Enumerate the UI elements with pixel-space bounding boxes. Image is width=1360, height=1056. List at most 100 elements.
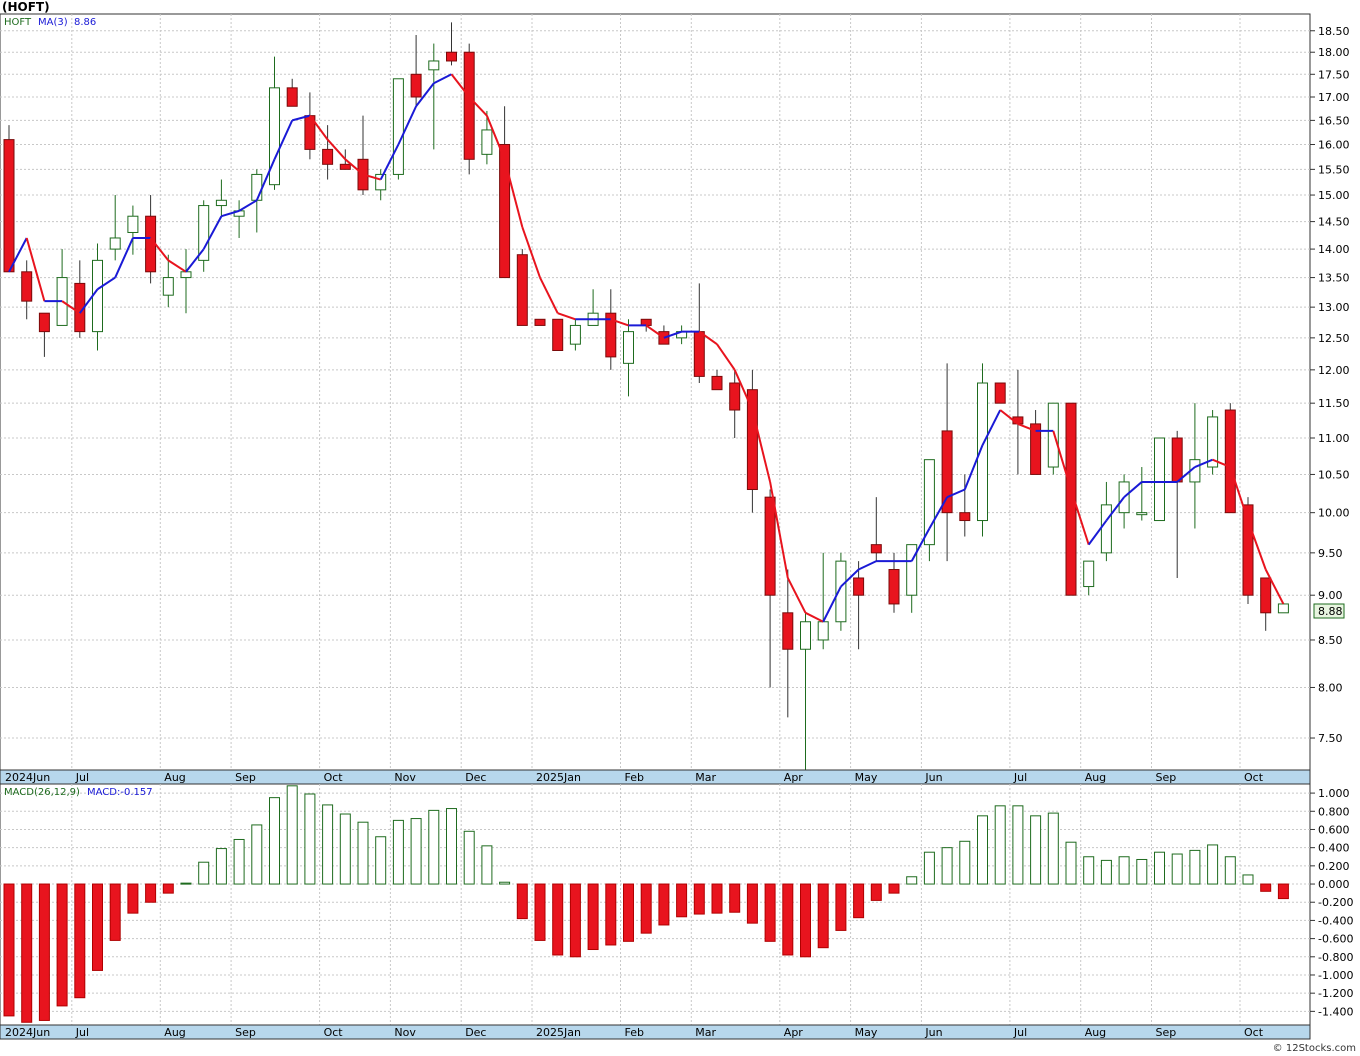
macd-bar (1171, 853, 1183, 885)
month-label: Aug (1085, 1026, 1106, 1039)
macd-tick-label: -0.200 (1318, 896, 1353, 909)
candle (870, 497, 882, 562)
macd-bar (56, 883, 68, 1007)
macd-bar (782, 883, 794, 956)
macd-bar (162, 883, 174, 894)
ma-segment (928, 496, 948, 529)
candle (623, 319, 634, 397)
macd-bar (977, 815, 988, 885)
ma-segment (78, 288, 99, 314)
price-tick-label: 18.00 (1318, 46, 1350, 59)
candle (463, 43, 475, 175)
macd-bar (1189, 849, 1201, 885)
ma-segment (25, 237, 46, 302)
candle (481, 110, 493, 165)
macd-bar (959, 840, 971, 885)
ma-segment (1087, 519, 1108, 546)
candle (746, 369, 758, 513)
month-label: Sep (235, 771, 256, 784)
ma-segment (291, 114, 311, 122)
price-tick-label: 8.00 (1318, 681, 1343, 694)
candle-body (764, 496, 776, 596)
macd-bar (198, 861, 210, 885)
candle (1207, 410, 1219, 475)
ma-segment (344, 158, 364, 176)
ma-segment (557, 312, 576, 321)
candle-body (21, 271, 33, 302)
macd-tick-label: -0.600 (1318, 933, 1353, 946)
macd-bar (888, 883, 900, 894)
candle-body (1065, 402, 1077, 596)
macd-bar (21, 883, 33, 1023)
month-label: 2024Jun (5, 771, 50, 784)
candle-body (127, 215, 139, 233)
candle-body (428, 60, 440, 71)
macd-bar (392, 819, 404, 885)
macd-bar (1260, 883, 1272, 892)
ma-segment (981, 409, 1002, 446)
macd-month-labels: 2024Jun Jul Aug Sep Oct Nov Dec 2025Jan Feb Mar Ap… (5, 1026, 1264, 1039)
price-tick-label: 10.00 (1318, 507, 1350, 520)
macd-bar (38, 883, 50, 1021)
macd-bar (269, 797, 280, 885)
macd-tick-label: -0.400 (1318, 914, 1353, 927)
macd-bar (1207, 844, 1219, 885)
macd-bar (215, 848, 227, 885)
ma-segment (1176, 466, 1196, 483)
macd-bar (552, 883, 564, 956)
ma-segment (96, 276, 116, 291)
candle-body (375, 173, 387, 191)
candle (127, 205, 139, 255)
candle-body (552, 318, 564, 351)
macd-legend: MACD(26,12,9) MACD:-0.157 (4, 787, 153, 798)
ma-segment (858, 560, 877, 571)
price-tick-label: 12.50 (1318, 332, 1350, 345)
month-label: Mar (695, 771, 716, 784)
watermark: © 12Stocks.com (1273, 1043, 1356, 1054)
candle-body (534, 318, 546, 326)
macd-bar (304, 793, 316, 885)
macd-bar (994, 805, 1006, 885)
macd-bar (1242, 874, 1254, 885)
macd-bar (463, 830, 475, 885)
macd-date-band (0, 1024, 1311, 1040)
macd-bar (3, 883, 15, 1017)
ma-segment (61, 300, 81, 315)
candlesticks (3, 22, 1289, 770)
macd-bar (127, 883, 139, 914)
ma-segment (114, 237, 134, 278)
macd-bar (233, 838, 245, 885)
ma-segment (185, 248, 205, 273)
candle (1047, 402, 1059, 475)
ma-segment (485, 115, 506, 160)
month-label: Feb (625, 771, 644, 784)
ma-segment (255, 158, 276, 201)
month-label: Apr (784, 771, 804, 784)
month-label: Mar (695, 1026, 716, 1039)
macd-bar (1136, 858, 1148, 885)
candle (446, 22, 457, 66)
candle-body (729, 382, 741, 411)
candle-body (994, 382, 1006, 404)
ma-segment (221, 209, 240, 218)
macd-bar (180, 882, 192, 885)
macd-tick-label: 0.600 (1318, 823, 1350, 836)
candle (711, 369, 723, 391)
candle (286, 78, 298, 107)
candle-body (711, 375, 723, 391)
month-label: May (855, 1026, 878, 1039)
macd-bar (145, 883, 157, 903)
macd-bar (800, 883, 811, 958)
ma-segment (663, 330, 682, 339)
symbol-label: HOFT (4, 17, 32, 28)
candle (888, 552, 900, 613)
candle-body (569, 324, 581, 345)
macd-bar (941, 847, 953, 885)
price-tick-label: 12.00 (1318, 364, 1350, 377)
macd-bar (109, 883, 121, 941)
candle-body (251, 173, 263, 201)
candle (658, 325, 670, 345)
macd-bar (1154, 851, 1165, 885)
candle-body (870, 544, 882, 554)
